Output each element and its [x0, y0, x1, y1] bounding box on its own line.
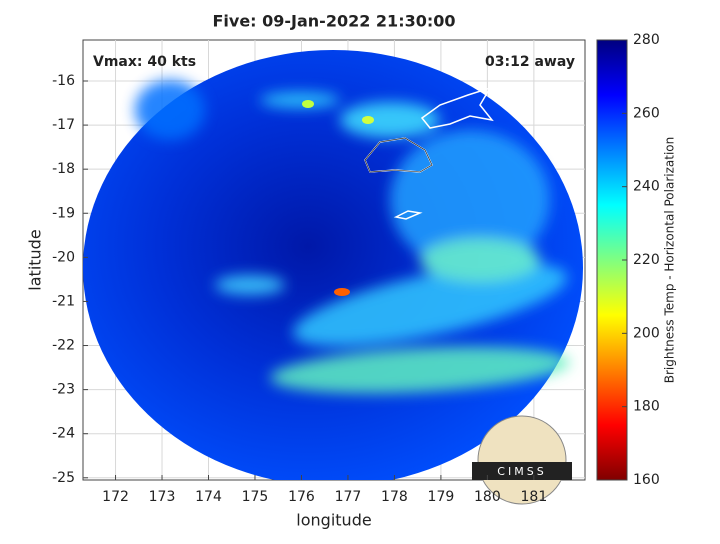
colorbar-tick-label: 160	[633, 472, 660, 488]
x-tick-label: 177	[335, 489, 362, 505]
y-tick-label: -22	[52, 338, 75, 354]
satellite-swath	[83, 50, 583, 480]
colorbar-tick-label: 240	[633, 179, 660, 195]
x-tick-label: 176	[288, 489, 315, 505]
logo: CIMSS	[472, 415, 572, 505]
annotation: Vmax: 40 kts	[93, 54, 196, 70]
colorbar-label: Brightness Temp - Horizontal Polarizatio…	[663, 137, 677, 384]
y-tick-label: -21	[52, 293, 75, 309]
colorbar-tick-label: 180	[633, 399, 660, 415]
chart-title: Five: 09-Jan-2022 21:30:00	[212, 12, 455, 31]
x-tick-label: 174	[195, 489, 222, 505]
x-tick-label: 178	[381, 489, 408, 505]
x-tick-label: 175	[242, 489, 269, 505]
x-tick-label: 180	[474, 489, 501, 505]
y-axis-label: latitude	[26, 229, 45, 290]
x-tick-label: 181	[521, 489, 548, 505]
x-tick-label: 172	[102, 489, 129, 505]
y-tick-label: -16	[52, 73, 75, 89]
x-axis-label: longitude	[296, 511, 371, 530]
y-tick-label: -23	[52, 382, 75, 398]
colorbar-tick-label: 280	[633, 32, 660, 48]
y-tick-label: -20	[52, 249, 75, 265]
x-tick-label: 173	[149, 489, 176, 505]
colorbar-tick-label: 200	[633, 325, 660, 341]
y-tick-label: -19	[52, 205, 75, 221]
y-tick-label: -17	[52, 117, 75, 133]
y-tick-label: -18	[52, 161, 75, 177]
y-tick-label: -24	[52, 426, 75, 442]
y-tick-label: -25	[52, 470, 75, 486]
logo-text: CIMSS	[497, 465, 546, 478]
colorbar-tick-label: 220	[633, 252, 660, 268]
annotation: 03:12 away	[485, 54, 575, 70]
colorbar-tick-label: 260	[633, 105, 660, 121]
x-tick-label: 179	[428, 489, 455, 505]
